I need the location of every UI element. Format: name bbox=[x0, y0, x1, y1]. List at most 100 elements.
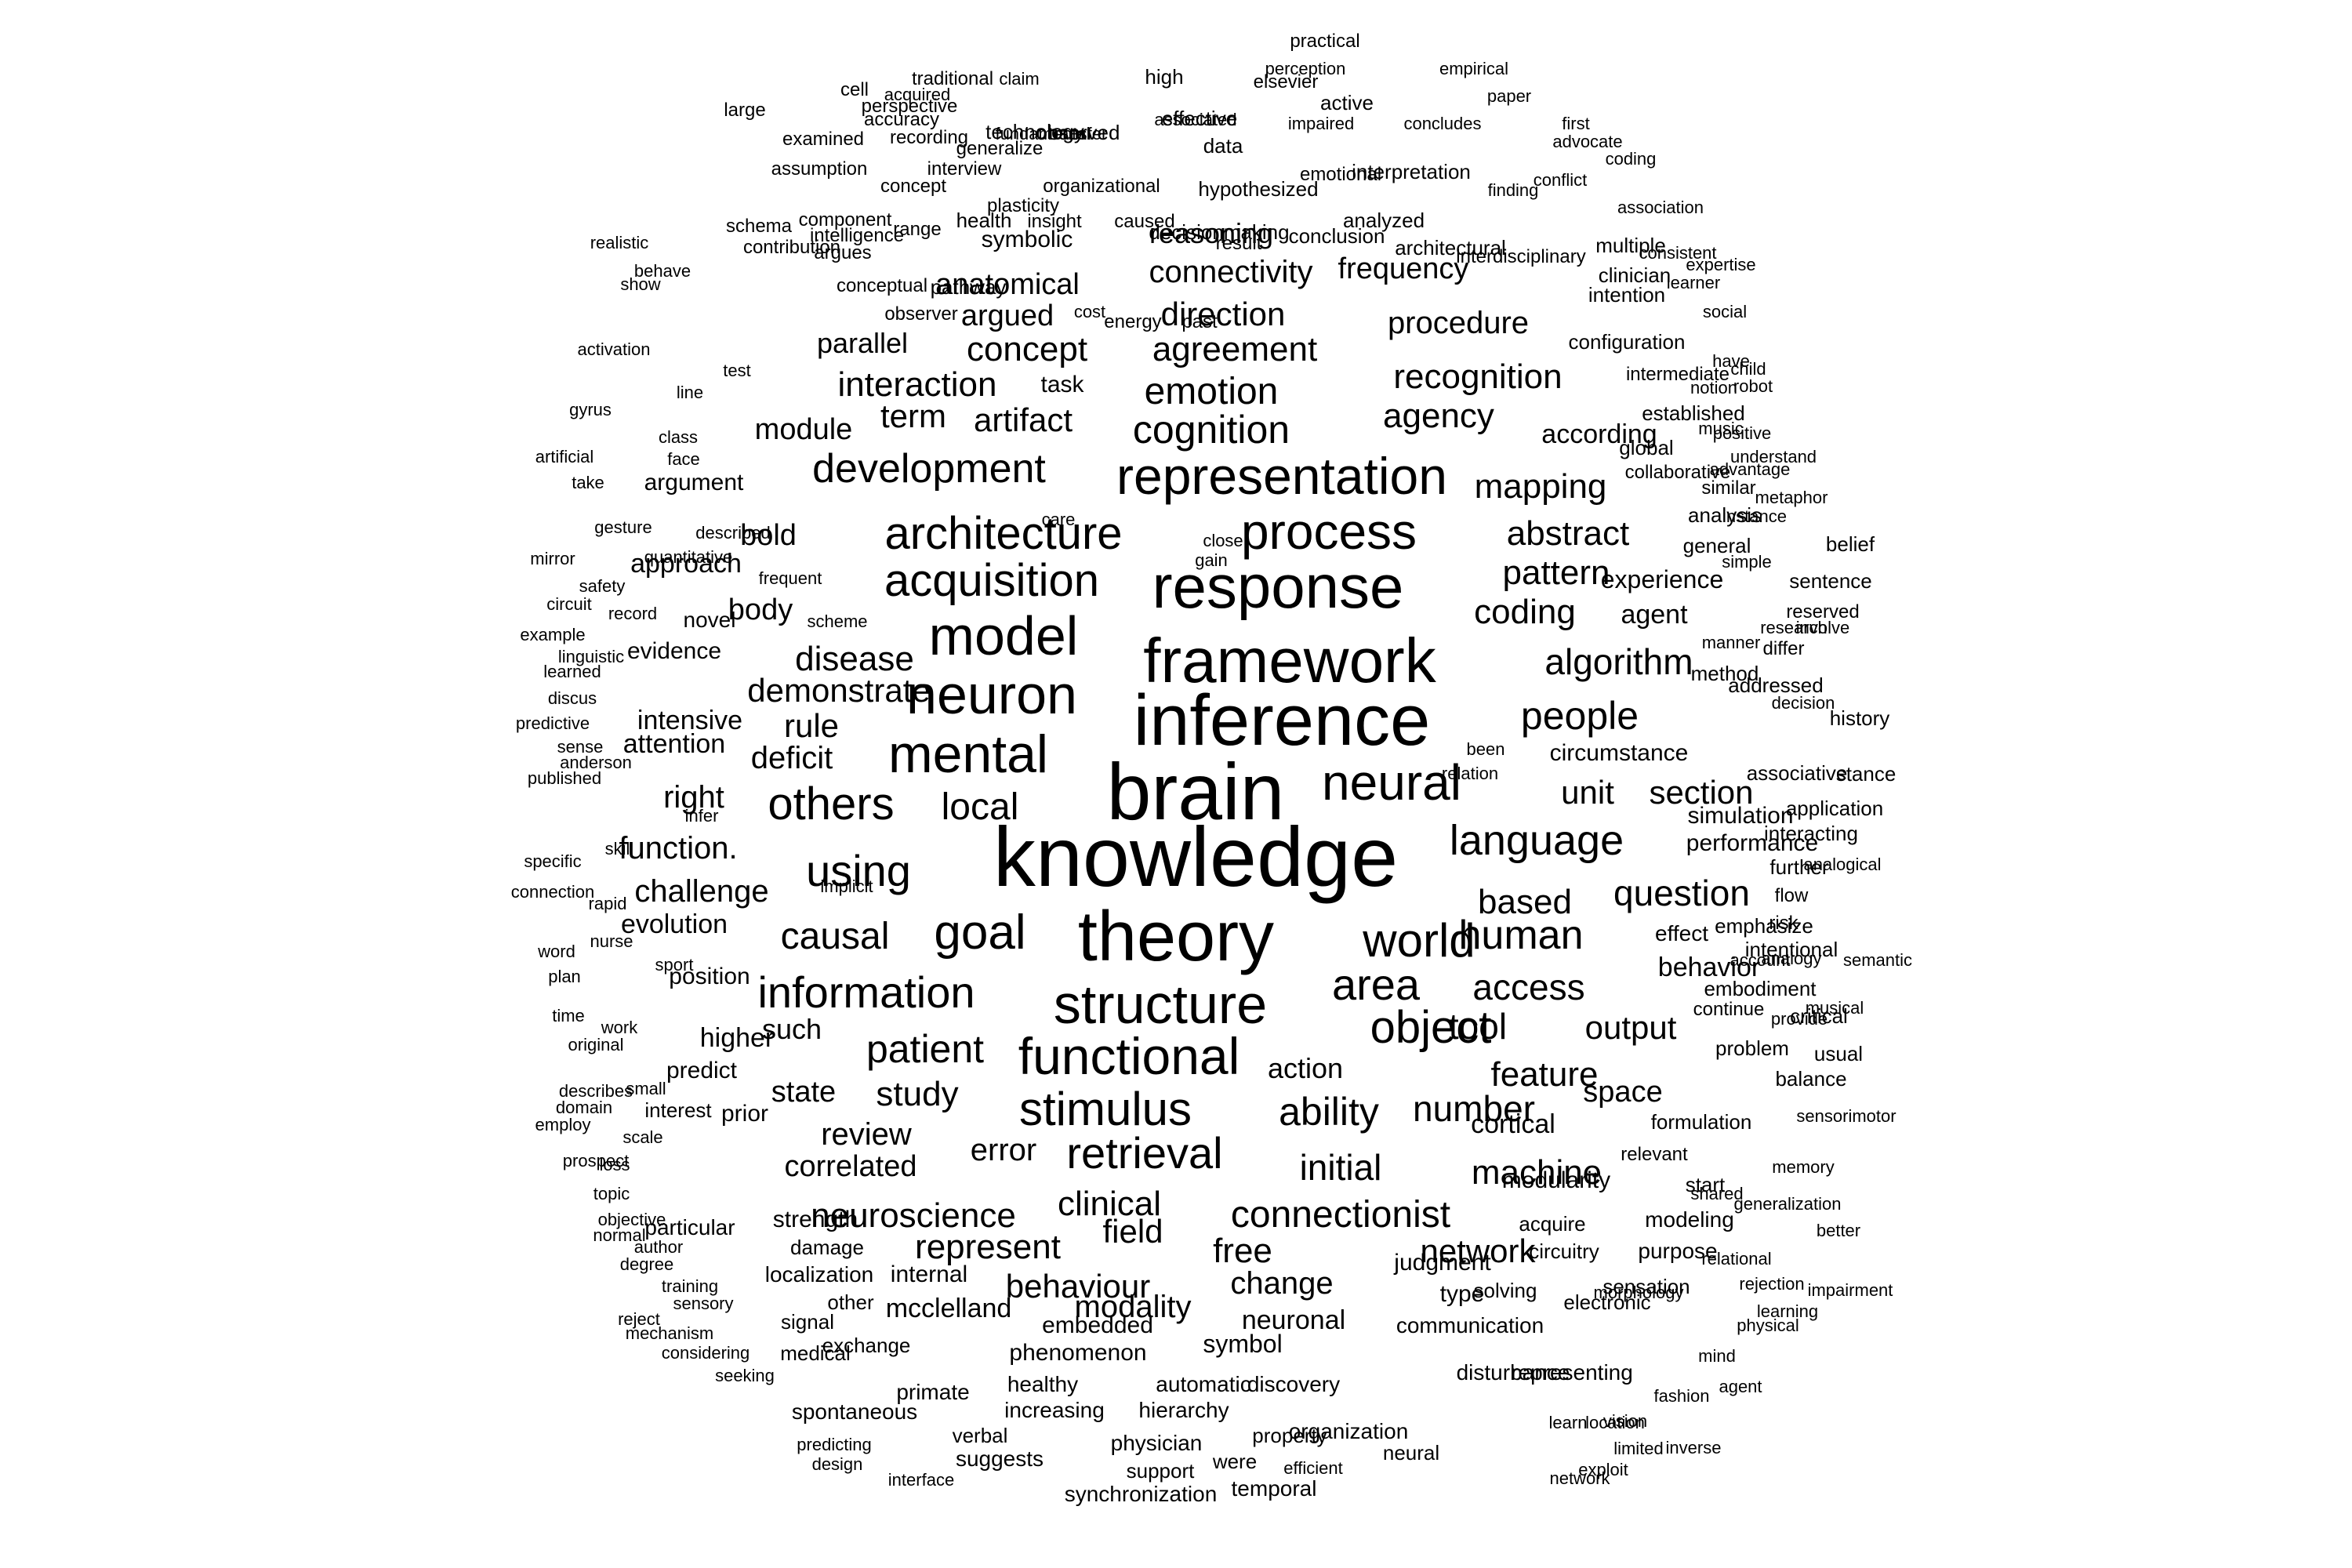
cloud-word: behave bbox=[634, 261, 691, 281]
cloud-word: term bbox=[880, 397, 946, 434]
cloud-word: section bbox=[1649, 774, 1753, 811]
cloud-word: according bbox=[1541, 419, 1657, 449]
cloud-word: expertise bbox=[1686, 255, 1755, 274]
cloud-word: symbol bbox=[1203, 1330, 1282, 1358]
cloud-word: others bbox=[768, 779, 894, 829]
cloud-word: interview bbox=[927, 158, 1002, 180]
cloud-word: training bbox=[662, 1276, 718, 1296]
cloud-word: feature bbox=[1491, 1055, 1599, 1094]
cloud-word: emotional bbox=[1300, 164, 1381, 185]
cloud-word: using bbox=[806, 846, 911, 895]
cloud-word: claim bbox=[999, 69, 1039, 89]
cloud-word: morphology bbox=[1594, 1283, 1684, 1302]
cloud-word: care bbox=[1042, 510, 1076, 529]
cloud-word: evidence bbox=[627, 638, 721, 664]
cloud-word: review bbox=[821, 1117, 912, 1152]
cloud-word: area bbox=[1332, 960, 1421, 1009]
cloud-word: anderson bbox=[560, 753, 632, 772]
cloud-word: parallel bbox=[817, 327, 908, 359]
cloud-word: associative bbox=[1747, 761, 1848, 785]
cloud-word: transfer bbox=[1049, 124, 1108, 143]
cloud-word: development bbox=[812, 446, 1046, 492]
cloud-word: history bbox=[1830, 706, 1890, 730]
cloud-word: result bbox=[1216, 233, 1262, 254]
cloud-word: exchange bbox=[822, 1334, 911, 1357]
cloud-word: prior bbox=[721, 1101, 768, 1127]
cloud-word: similar bbox=[1701, 477, 1755, 499]
cloud-word: configuration bbox=[1569, 330, 1686, 354]
cloud-word: physician bbox=[1111, 1431, 1203, 1455]
cloud-word: discovery bbox=[1247, 1372, 1340, 1396]
cloud-word: primate bbox=[896, 1380, 969, 1404]
cloud-word: right bbox=[663, 780, 724, 815]
cloud-word: range bbox=[893, 219, 941, 240]
cloud-word: further bbox=[1769, 855, 1828, 879]
cloud-word: patient bbox=[866, 1027, 984, 1071]
cloud-word: pattern bbox=[1503, 554, 1610, 592]
cloud-word: method bbox=[1691, 662, 1759, 685]
cloud-word: test bbox=[723, 361, 750, 380]
cloud-word: start bbox=[1686, 1173, 1726, 1196]
cloud-word: global bbox=[1619, 436, 1673, 459]
cloud-word: correlated bbox=[785, 1150, 917, 1183]
cloud-word: circuitry bbox=[1529, 1240, 1599, 1263]
cloud-word: child bbox=[1730, 359, 1766, 379]
cloud-word: analyzed bbox=[1343, 209, 1425, 232]
cloud-word: deficit bbox=[751, 741, 833, 775]
cloud-word: stimulus bbox=[1019, 1083, 1192, 1135]
cloud-word: flow bbox=[1775, 885, 1809, 906]
cloud-word: technology bbox=[985, 120, 1084, 143]
cloud-word: language bbox=[1450, 817, 1624, 864]
cloud-word: predict bbox=[666, 1058, 738, 1083]
cloud-word: pathway bbox=[931, 275, 1007, 299]
cloud-word: support bbox=[1127, 1459, 1195, 1483]
cloud-word: initial bbox=[1300, 1147, 1382, 1188]
cloud-word: gain bbox=[1195, 550, 1228, 570]
cloud-word: activation bbox=[578, 339, 651, 359]
cloud-word: research bbox=[1760, 618, 1828, 637]
cloud-word: plasticity bbox=[987, 195, 1059, 216]
cloud-word: electronic bbox=[1563, 1290, 1650, 1314]
cloud-word: application bbox=[1786, 797, 1883, 820]
cloud-word: time bbox=[552, 1006, 585, 1025]
cloud-word: output bbox=[1585, 1009, 1677, 1046]
cloud-word: have bbox=[1712, 351, 1750, 371]
cloud-word: interaction bbox=[837, 365, 996, 404]
cloud-word: belief bbox=[1826, 532, 1875, 556]
cloud-word: representing bbox=[1511, 1360, 1633, 1385]
cloud-word: gyrus bbox=[569, 400, 612, 419]
cloud-word: judgment bbox=[1393, 1250, 1491, 1276]
cloud-word: property bbox=[1252, 1424, 1327, 1447]
cloud-word: network bbox=[1420, 1232, 1536, 1269]
cloud-word: increasing bbox=[1004, 1398, 1105, 1422]
cloud-word: considering bbox=[662, 1343, 750, 1363]
cloud-word: better bbox=[1817, 1221, 1860, 1240]
cloud-word: high bbox=[1145, 65, 1183, 89]
cloud-word: general bbox=[1683, 534, 1751, 557]
cloud-word: seeking bbox=[715, 1366, 775, 1385]
cloud-word: function. bbox=[619, 831, 737, 866]
cloud-word: state bbox=[771, 1076, 836, 1109]
cloud-word: conceptual bbox=[837, 275, 927, 296]
cloud-word: infer bbox=[685, 806, 719, 826]
cloud-word: brain bbox=[1107, 747, 1285, 837]
cloud-word: robot bbox=[1733, 376, 1773, 396]
cloud-word: balance bbox=[1775, 1067, 1846, 1091]
cloud-word: algorithm bbox=[1544, 641, 1693, 682]
cloud-word: retrieval bbox=[1066, 1128, 1222, 1178]
cloud-word: discus bbox=[548, 688, 597, 708]
cloud-word: caused bbox=[1114, 211, 1174, 232]
cloud-word: disturbance bbox=[1457, 1360, 1570, 1385]
cloud-word: normal bbox=[593, 1225, 645, 1245]
cloud-word: demonstrate bbox=[747, 672, 930, 709]
cloud-word: based bbox=[1478, 883, 1572, 921]
cloud-word: published bbox=[528, 768, 601, 788]
cloud-word: simulation bbox=[1687, 803, 1793, 829]
cloud-word: mind bbox=[1698, 1346, 1736, 1366]
cloud-word: assumption bbox=[771, 158, 868, 180]
cloud-word: connection bbox=[511, 882, 594, 902]
cloud-word: relevant bbox=[1621, 1144, 1688, 1165]
cloud-word: realistic bbox=[590, 233, 649, 252]
cloud-word: word bbox=[537, 942, 575, 961]
